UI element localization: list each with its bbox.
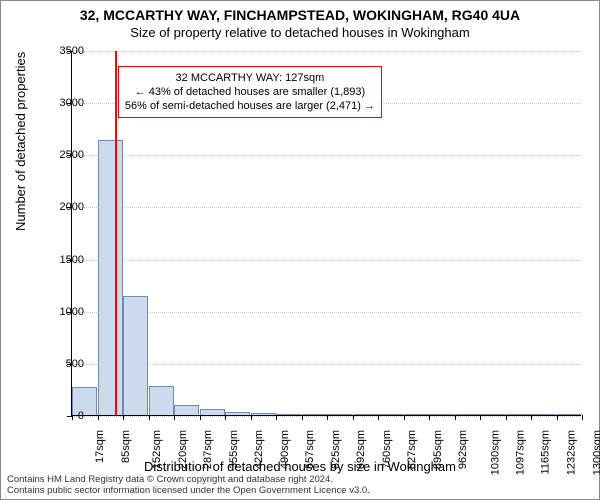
gridline xyxy=(72,155,581,156)
xtick-mark xyxy=(149,415,150,420)
xtick-label: 1030sqm xyxy=(489,430,501,475)
xtick-label: 287sqm xyxy=(202,430,214,469)
histogram-bar xyxy=(174,405,199,415)
histogram-bar xyxy=(327,414,352,415)
ytick-label: 0 xyxy=(34,410,84,422)
gridline xyxy=(72,364,581,365)
ytick-label: 3500 xyxy=(34,45,84,57)
xtick-mark xyxy=(429,415,430,420)
y-axis-label: Number of detached properties xyxy=(13,52,28,231)
ytick-label: 1000 xyxy=(34,306,84,318)
histogram-bar xyxy=(98,140,123,415)
xtick-mark xyxy=(404,415,405,420)
histogram-bar xyxy=(276,414,301,415)
xtick-label: 85sqm xyxy=(120,430,132,463)
histogram-bar xyxy=(149,386,174,415)
xtick-mark xyxy=(378,415,379,420)
chart-container: 32, MCCARTHY WAY, FINCHAMPSTEAD, WOKINGH… xyxy=(0,0,600,500)
xtick-mark xyxy=(251,415,252,420)
xtick-label: 962sqm xyxy=(457,430,469,469)
histogram-bar xyxy=(251,413,276,415)
xtick-label: 17sqm xyxy=(94,430,106,463)
xtick-mark xyxy=(200,415,201,420)
histogram-bar xyxy=(302,414,327,415)
gridline xyxy=(72,260,581,261)
gridline xyxy=(72,207,581,208)
ytick-label: 3000 xyxy=(34,97,84,109)
xtick-label: 625sqm xyxy=(330,430,342,469)
chart-title: 32, MCCARTHY WAY, FINCHAMPSTEAD, WOKINGH… xyxy=(1,1,599,23)
gridline xyxy=(72,312,581,313)
xtick-label: 220sqm xyxy=(177,430,189,469)
xtick-mark xyxy=(327,415,328,420)
xtick-label: 1300sqm xyxy=(591,430,600,475)
xtick-label: 152sqm xyxy=(151,430,163,469)
plot-area: 32 MCCARTHY WAY: 127sqm← 43% of detached… xyxy=(71,51,581,416)
x-axis-label: Distribution of detached houses by size … xyxy=(1,459,599,474)
xtick-mark xyxy=(276,415,277,420)
xtick-label: 490sqm xyxy=(279,430,291,469)
annotation-line: 56% of semi-detached houses are larger (… xyxy=(125,99,375,113)
histogram-bar xyxy=(378,414,403,415)
xtick-mark xyxy=(225,415,226,420)
xtick-label: 422sqm xyxy=(253,430,265,469)
xtick-mark xyxy=(174,415,175,420)
histogram-bar xyxy=(480,414,505,415)
xtick-label: 895sqm xyxy=(432,430,444,469)
gridline xyxy=(72,51,581,52)
ytick-label: 2000 xyxy=(34,201,84,213)
footer-text: Contains HM Land Registry data © Crown c… xyxy=(7,475,370,497)
xtick-label: 1097sqm xyxy=(514,430,526,475)
xtick-mark xyxy=(531,415,532,420)
ytick-label: 500 xyxy=(34,358,84,370)
xtick-label: 1232sqm xyxy=(565,430,577,475)
xtick-mark xyxy=(302,415,303,420)
histogram-bar xyxy=(429,414,454,415)
xtick-mark xyxy=(480,415,481,420)
ytick-label: 1500 xyxy=(34,254,84,266)
histogram-bar xyxy=(123,296,148,415)
xtick-label: 827sqm xyxy=(406,430,418,469)
histogram-bar xyxy=(200,409,225,415)
xtick-label: 557sqm xyxy=(304,430,316,469)
xtick-mark xyxy=(455,415,456,420)
xtick-label: 1165sqm xyxy=(539,430,551,474)
annotation-line: 32 MCCARTHY WAY: 127sqm xyxy=(125,71,375,85)
xtick-label: 760sqm xyxy=(381,430,393,469)
histogram-bar xyxy=(531,414,556,415)
histogram-bar xyxy=(455,414,480,415)
xtick-mark xyxy=(123,415,124,420)
annotation-line: ← 43% of detached houses are smaller (1,… xyxy=(125,85,375,99)
histogram-bar xyxy=(225,412,250,415)
xtick-mark xyxy=(353,415,354,420)
annotation-box: 32 MCCARTHY WAY: 127sqm← 43% of detached… xyxy=(118,66,382,119)
histogram-bar xyxy=(557,414,582,415)
histogram-bar xyxy=(506,414,531,415)
footer-line-1: Contains HM Land Registry data © Crown c… xyxy=(7,474,333,485)
histogram-bar xyxy=(353,414,378,415)
ytick-label: 2500 xyxy=(34,149,84,161)
xtick-label: 692sqm xyxy=(355,430,367,469)
xtick-mark xyxy=(557,415,558,420)
xtick-label: 355sqm xyxy=(228,430,240,469)
chart-subtitle: Size of property relative to detached ho… xyxy=(1,23,599,40)
footer-line-2: Contains public sector information licen… xyxy=(7,485,370,496)
xtick-mark xyxy=(506,415,507,420)
histogram-bar xyxy=(404,414,429,415)
xtick-mark xyxy=(98,415,99,420)
xtick-mark xyxy=(582,415,583,420)
